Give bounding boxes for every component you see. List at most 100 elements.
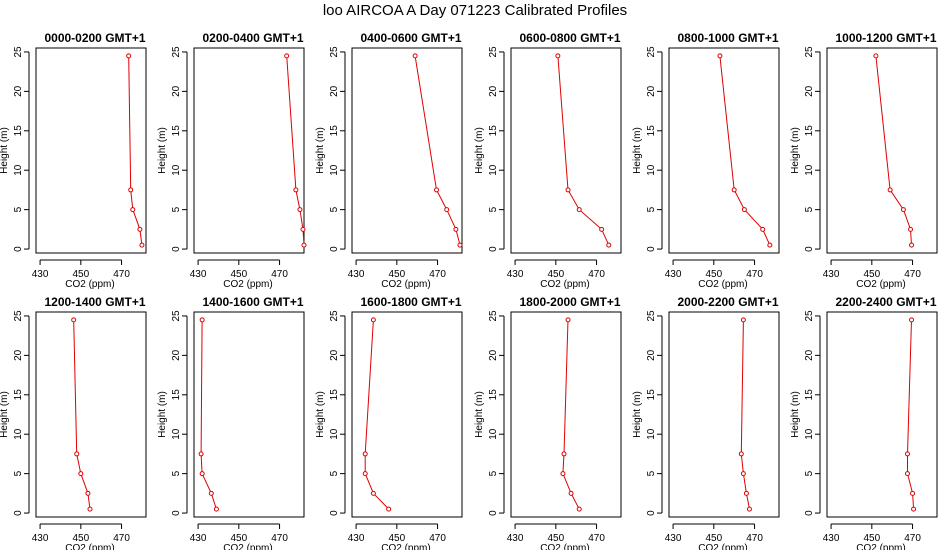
plot-frame — [35, 47, 147, 254]
plot-frame — [826, 311, 938, 518]
y-axis-label: Height (m) — [474, 127, 485, 174]
y-tick-label: 15 — [646, 389, 657, 401]
profile-line — [907, 319, 915, 510]
x-tick-label: 470 — [904, 269, 921, 280]
data-point — [300, 226, 306, 232]
data-point — [738, 451, 744, 457]
y-tick-label: 0 — [13, 246, 24, 252]
data-point — [561, 451, 567, 457]
y-tick-label: 0 — [804, 510, 815, 516]
plot-frame — [351, 311, 463, 518]
data-point — [740, 317, 746, 323]
data-point — [576, 506, 582, 512]
x-tick-label: 470 — [746, 533, 763, 544]
y-axis-label: Height (m) — [474, 391, 485, 438]
profile-line — [200, 319, 217, 510]
y-tick-label: 20 — [488, 349, 499, 361]
x-tick-label: 430 — [348, 533, 365, 544]
profile-line — [128, 55, 143, 246]
data-point — [717, 53, 723, 59]
figure-title: loo AIRCOA A Day 071223 Calibrated Profi… — [322, 2, 628, 19]
x-tick-label: 450 — [705, 269, 722, 280]
y-tick-label: 20 — [804, 85, 815, 97]
y-tick-label: 25 — [13, 46, 24, 58]
data-point — [370, 317, 376, 323]
x-tick-label: 450 — [230, 269, 247, 280]
panel-title: 1200-1400 GMT+1 — [44, 295, 145, 309]
y-tick-label: 20 — [329, 85, 340, 97]
y-tick-label: 25 — [804, 46, 815, 58]
data-point — [576, 207, 582, 213]
data-point — [731, 187, 737, 193]
data-point — [301, 242, 307, 248]
data-point — [741, 207, 747, 213]
y-tick-label: 15 — [329, 125, 340, 137]
data-point — [911, 506, 917, 512]
data-point — [743, 490, 749, 496]
y-tick-label: 10 — [171, 164, 182, 176]
x-axis-label: CO2 (ppm) — [381, 279, 430, 290]
y-tick-label: 15 — [13, 125, 24, 137]
x-tick-label: 450 — [230, 533, 247, 544]
y-tick-label: 10 — [329, 164, 340, 176]
data-point — [908, 226, 914, 232]
y-tick-label: 5 — [804, 470, 815, 476]
plot-frame — [668, 311, 780, 518]
x-axis-label: CO2 (ppm) — [223, 543, 272, 550]
x-tick-label: 470 — [113, 269, 130, 280]
y-axis-label: Height (m) — [790, 127, 801, 174]
y-tick-label: 10 — [646, 164, 657, 176]
panel-title: 0800-1000 GMT+1 — [677, 31, 778, 45]
y-tick-label: 20 — [13, 349, 24, 361]
data-point — [760, 226, 766, 232]
y-tick-label: 0 — [804, 246, 815, 252]
x-tick-label: 430 — [823, 269, 840, 280]
x-tick-label: 450 — [388, 269, 405, 280]
x-axis-label: CO2 (ppm) — [540, 279, 589, 290]
data-point — [137, 226, 143, 232]
y-tick-label: 0 — [329, 246, 340, 252]
data-point — [910, 490, 916, 496]
data-point — [740, 471, 746, 477]
y-tick-label: 15 — [171, 389, 182, 401]
x-axis-label: CO2 (ppm) — [223, 279, 272, 290]
x-axis-label: CO2 (ppm) — [698, 279, 747, 290]
data-point — [139, 242, 145, 248]
panel-title: 0000-0200 GMT+1 — [44, 31, 145, 45]
y-tick-label: 20 — [13, 85, 24, 97]
plot-frame — [351, 47, 463, 254]
y-tick-label: 25 — [804, 310, 815, 322]
y-tick-label: 20 — [329, 349, 340, 361]
profile-line — [364, 319, 390, 510]
y-tick-label: 15 — [646, 125, 657, 137]
y-tick-label: 5 — [171, 470, 182, 476]
x-tick-label: 450 — [863, 533, 880, 544]
x-tick-label: 450 — [547, 533, 564, 544]
y-tick-label: 0 — [488, 246, 499, 252]
y-tick-label: 20 — [804, 349, 815, 361]
y-tick-label: 25 — [329, 46, 340, 58]
data-point — [412, 53, 418, 59]
y-tick-label: 5 — [488, 470, 499, 476]
x-tick-label: 470 — [271, 533, 288, 544]
x-tick-label: 470 — [271, 269, 288, 280]
y-axis-label: Height (m) — [315, 127, 326, 174]
data-point — [85, 490, 91, 496]
data-point — [887, 187, 893, 193]
plot-frame — [510, 47, 622, 254]
y-axis-label: Height (m) — [157, 127, 168, 174]
x-tick-label: 450 — [863, 269, 880, 280]
y-tick-label: 20 — [488, 85, 499, 97]
y-tick-label: 5 — [171, 206, 182, 212]
x-tick-label: 450 — [72, 269, 89, 280]
plot-frame — [193, 47, 305, 254]
plot-frame — [193, 311, 305, 518]
data-point — [208, 490, 214, 496]
data-point — [362, 471, 368, 477]
profile-line — [557, 55, 610, 246]
